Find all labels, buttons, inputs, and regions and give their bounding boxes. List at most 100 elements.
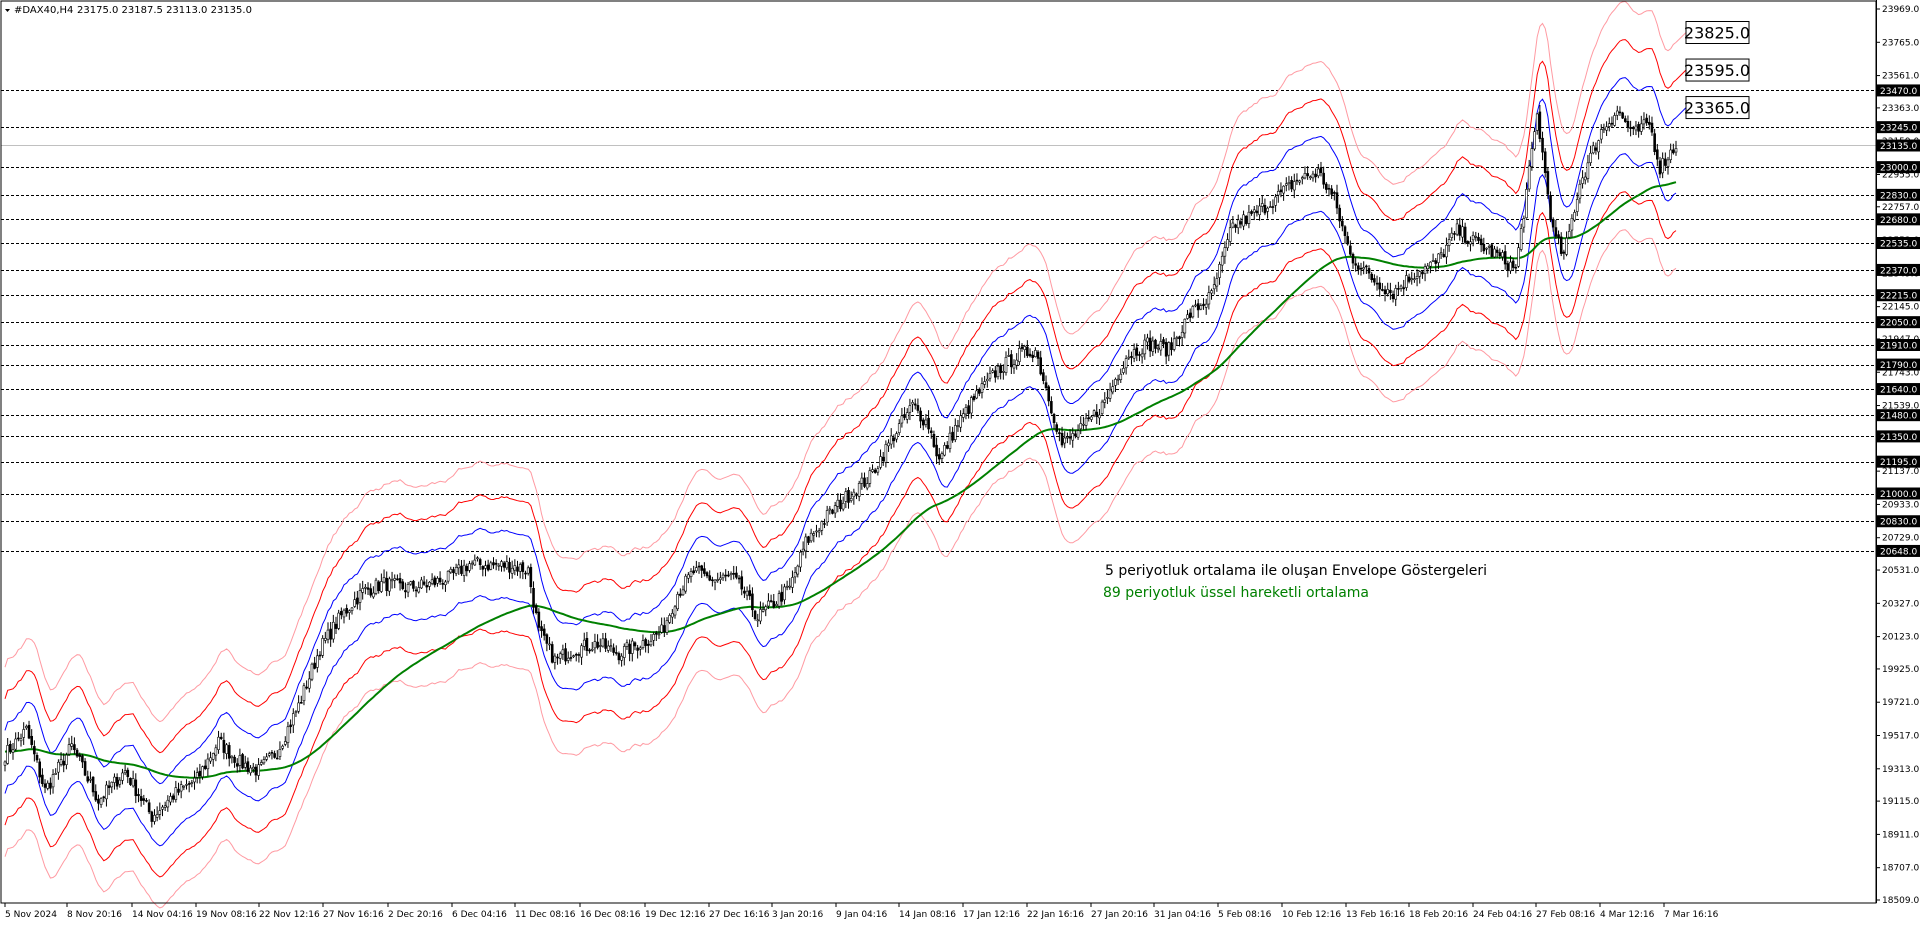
candle-body (1298, 180, 1301, 183)
candle-body (964, 407, 968, 415)
candle (438, 571, 442, 585)
candle-body (657, 633, 661, 636)
candle (879, 449, 882, 470)
candle-body (724, 574, 728, 577)
candle-body (1399, 285, 1403, 289)
candle-body (1002, 371, 1005, 373)
candle-body (230, 755, 234, 759)
candle-body (1066, 436, 1069, 439)
candle (1207, 285, 1211, 310)
candle (727, 570, 730, 578)
candle-body (959, 415, 962, 428)
candle-body (1471, 235, 1475, 241)
candle (73, 737, 76, 755)
candle-body (1557, 234, 1560, 238)
candle (540, 620, 543, 638)
chevron-down-icon[interactable] (5, 9, 10, 12)
candle-body (1314, 173, 1317, 178)
candle-body (1015, 359, 1018, 366)
candle (534, 603, 538, 615)
candle-body (1319, 167, 1323, 173)
candle-body (994, 370, 997, 378)
candle (620, 653, 623, 667)
candle (924, 414, 928, 428)
current-price-text: 23135.0 (1880, 142, 1917, 152)
candle-body (158, 810, 162, 815)
candle (126, 767, 130, 784)
candle-body (860, 477, 864, 484)
candle (628, 639, 631, 662)
candle-body (382, 577, 386, 583)
candle (286, 721, 290, 748)
candle-body (1645, 117, 1648, 124)
candle-body (929, 430, 933, 434)
level-label-box (1877, 161, 1920, 174)
candle (1357, 262, 1360, 275)
candle (785, 580, 789, 591)
candle-body (342, 609, 346, 618)
envelope-label-connector (1675, 32, 1687, 43)
y-tick-label: 22145.0 (1882, 303, 1919, 313)
candle-body (721, 574, 725, 579)
candle-body (951, 431, 954, 441)
candle (1426, 262, 1430, 274)
candle (516, 560, 519, 576)
candle (446, 570, 450, 584)
candle-body (294, 711, 298, 713)
candle-body (481, 566, 485, 570)
candle-body (1586, 162, 1590, 179)
candle-body (142, 798, 146, 801)
candle-body (299, 701, 303, 704)
candle-body (617, 653, 621, 661)
candle-body (676, 594, 679, 610)
candle-body (644, 639, 647, 646)
candle (1639, 115, 1643, 135)
candle-body (1349, 245, 1352, 255)
candle (163, 801, 167, 812)
candle (1146, 333, 1149, 350)
candle (33, 740, 36, 762)
candle (1656, 143, 1659, 167)
candle (1058, 428, 1061, 442)
candle (1263, 198, 1267, 216)
candle-body (361, 588, 364, 593)
candle (927, 410, 930, 434)
candle (436, 576, 439, 587)
candle (660, 617, 663, 634)
candle (641, 634, 645, 650)
candle-body (807, 536, 810, 543)
candle-body (852, 491, 856, 498)
candle (1298, 179, 1301, 186)
candle (478, 557, 482, 570)
candle-body (1605, 126, 1608, 131)
candle-body (1437, 253, 1440, 263)
candle-body (1650, 122, 1654, 133)
candle-body (1263, 204, 1267, 214)
candle (1066, 432, 1069, 444)
level-label-text: 20648.0 (1880, 547, 1917, 557)
candle (897, 419, 901, 436)
candle (807, 535, 810, 545)
candle (350, 607, 354, 615)
candle-body (1509, 261, 1512, 272)
candle (1020, 343, 1024, 352)
candle (1290, 176, 1293, 193)
candle (25, 724, 28, 730)
x-tick-label: 14 Jan 08:16 (899, 910, 956, 920)
envelope-outer-layer (4, 0, 1677, 909)
candle-body (823, 523, 826, 525)
candle-body (366, 587, 370, 590)
candle-body (1231, 222, 1235, 228)
candle-body (564, 648, 567, 662)
x-tick-label: 6 Dec 04:16 (452, 910, 507, 920)
candle-body (1303, 173, 1307, 179)
candle-body (700, 565, 703, 571)
y-tick-label: 20531.0 (1882, 566, 1919, 576)
candle (342, 608, 346, 624)
candle-body (1455, 223, 1459, 235)
candle-body (1661, 158, 1664, 174)
candle (1346, 231, 1349, 246)
envelope-mid-upper (4, 39, 1677, 754)
candle (975, 385, 978, 400)
